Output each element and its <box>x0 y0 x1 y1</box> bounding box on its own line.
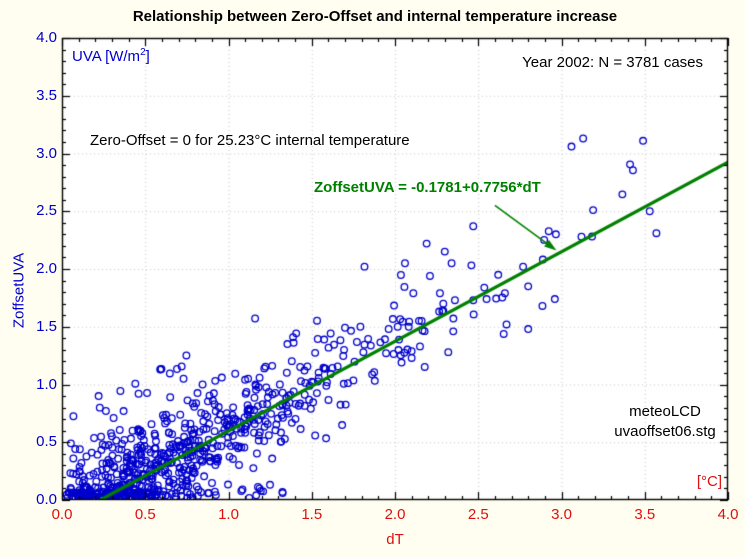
x-tick-label: 3.5 <box>634 506 656 523</box>
x-tick-label: 0.0 <box>51 506 73 523</box>
x-tick-label: 4.0 <box>717 506 739 523</box>
y-tick-label: 3.5 <box>36 86 57 104</box>
chart-title: Relationship between Zero-Offset and int… <box>132 8 618 25</box>
y-axis-units-sup: 2 <box>140 47 146 58</box>
y-axis-units-text: UVA [W/m <box>72 48 141 65</box>
y-tick-label: 0.0 <box>36 491 57 508</box>
x-tick-label: 2.5 <box>467 506 489 523</box>
y-tick-label: 2.5 <box>36 202 57 220</box>
y-tick-label: 0.5 <box>36 433 57 451</box>
x-axis-units-label: [°C] <box>696 473 722 490</box>
source-line-2: uvaoffset06.stg <box>614 423 716 440</box>
x-tick-label: 2.0 <box>384 506 406 523</box>
x-tick-label: 3.0 <box>551 506 572 523</box>
x-axis-title: dT <box>386 531 404 548</box>
y-axis-units-label: UVA [W/m2] <box>72 47 150 65</box>
y-axis-units-close: ] <box>145 48 150 65</box>
y-tick-label: 4.0 <box>36 29 57 46</box>
zero-offset-note: Zero-Offset = 0 for 25.23°C internal tem… <box>90 132 410 149</box>
x-tick-label: 1.5 <box>301 506 323 523</box>
x-tick-label: 1.0 <box>218 506 239 523</box>
y-tick-label: 1.0 <box>36 375 57 393</box>
x-tick-label: 0.5 <box>134 506 156 523</box>
source-label: meteoLCD uvaoffset06.stg <box>600 402 730 442</box>
source-line-1: meteoLCD <box>629 403 701 420</box>
y-tick-label: 2.0 <box>36 260 57 277</box>
regression-equation-label: ZoffsetUVA = -0.1781+0.7756*dT <box>314 179 541 196</box>
y-tick-label: 3.0 <box>36 144 57 162</box>
y-tick-label: 1.5 <box>36 317 57 335</box>
year-cases-annotation: Year 2002: N = 3781 cases <box>522 54 703 71</box>
